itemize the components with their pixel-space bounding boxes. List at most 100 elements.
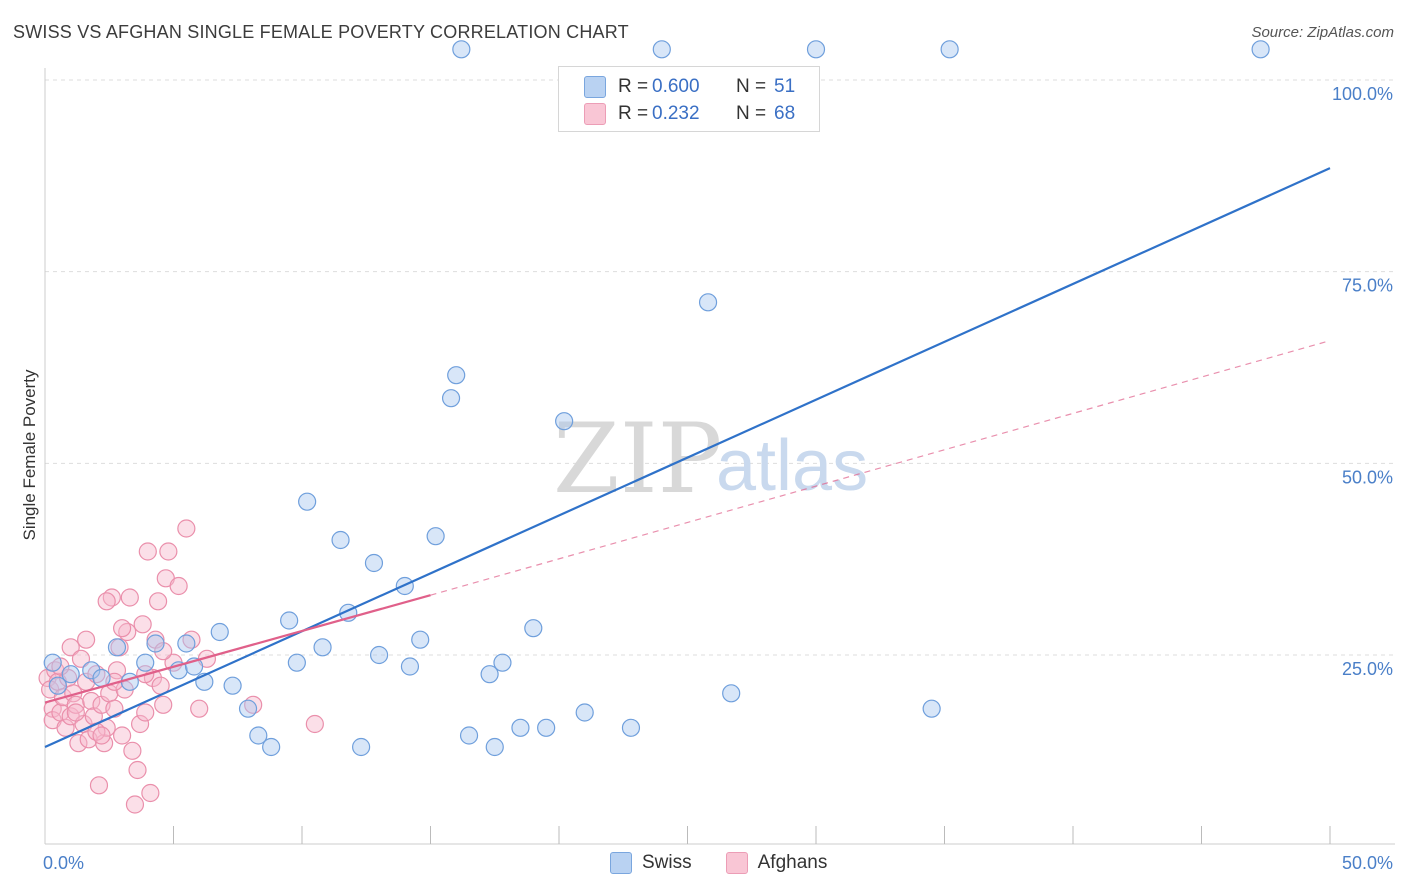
afghan-point	[148, 592, 168, 611]
swiss-point	[61, 665, 80, 684]
legend-n-label: N =	[736, 103, 767, 124]
swiss-point	[698, 293, 718, 312]
afghan-points	[38, 519, 324, 814]
correlation-legend: R = 0.600 N = 51 R = 0.232 N = 68	[558, 66, 820, 132]
afghan-point	[61, 638, 80, 657]
swiss-point	[331, 530, 350, 550]
swiss-point	[1251, 40, 1270, 59]
swiss-point	[48, 676, 67, 695]
swiss-point	[441, 389, 461, 408]
afghan-point	[154, 642, 173, 661]
swiss-points	[43, 40, 1270, 757]
trend-lines	[44, 167, 1331, 749]
afghan-point	[141, 783, 160, 803]
swiss-point	[480, 665, 499, 684]
swiss-point	[177, 634, 196, 653]
swiss-point	[722, 684, 741, 703]
afghan-point	[130, 714, 150, 734]
afghan-point	[69, 734, 88, 753]
swiss-point	[43, 653, 62, 672]
afghan-trend-line	[44, 594, 431, 704]
swiss-point	[364, 553, 384, 573]
afghan-trend-extension	[430, 340, 1331, 596]
legend-label-swiss: Swiss	[642, 852, 692, 873]
watermark-zip: ZIP	[553, 403, 722, 515]
afghan-point	[89, 776, 109, 795]
legend-r-label: R =	[618, 76, 649, 97]
afghan-point	[125, 795, 145, 814]
afghan-point	[190, 699, 209, 718]
afghan-point	[120, 588, 139, 607]
swiss-point	[298, 492, 317, 511]
afghan-swatch	[584, 103, 606, 125]
afghan-point	[128, 760, 147, 780]
y-tick-label: 25.0%	[1342, 659, 1393, 679]
afghan-point	[97, 592, 116, 611]
gridlines	[45, 79, 1395, 656]
afghan-point	[112, 619, 132, 638]
swiss-point	[493, 653, 512, 672]
legend-r-label: R =	[618, 103, 649, 124]
afghan-point	[123, 741, 142, 760]
swiss-point	[238, 699, 258, 718]
swiss-point	[575, 703, 594, 722]
afghan-point	[305, 714, 324, 734]
swiss-point	[459, 726, 479, 745]
afghan-point	[154, 695, 173, 714]
afghan-point	[66, 695, 85, 714]
legend-n-value: 51	[774, 76, 796, 97]
swiss-swatch	[610, 852, 632, 874]
legend-n-label: N =	[736, 76, 767, 97]
swiss-point	[922, 699, 941, 718]
afghan-point	[77, 630, 96, 649]
swiss-point	[223, 676, 242, 695]
swiss-point	[82, 661, 101, 680]
swiss-point	[511, 718, 530, 737]
series-legend: Swiss Afghans	[610, 852, 861, 874]
legend-label-afghans: Afghans	[757, 852, 828, 873]
swiss-point	[210, 622, 229, 642]
afghan-point	[92, 726, 111, 745]
legend-item-afghans[interactable]: Afghans	[725, 852, 828, 874]
afghan-point	[112, 726, 132, 745]
swiss-point	[107, 638, 127, 657]
swiss-point	[524, 619, 543, 638]
legend-item-swiss[interactable]: Swiss	[610, 852, 692, 874]
legend-n-value: 68	[774, 103, 796, 124]
afghan-point	[66, 703, 85, 722]
afghan-point	[177, 519, 196, 538]
legend-r-value: 0.600	[652, 76, 700, 97]
swiss-point	[136, 653, 155, 672]
swiss-point	[485, 737, 504, 757]
swiss-point	[287, 653, 306, 672]
swiss-point	[537, 718, 556, 737]
afghan-point	[133, 615, 152, 634]
legend-r-value: 0.232	[652, 103, 700, 124]
swiss-point	[806, 40, 826, 59]
swiss-point	[940, 40, 959, 59]
afghan-point	[71, 649, 91, 668]
swiss-point	[555, 412, 574, 431]
afghan-swatch	[725, 852, 748, 874]
swiss-point	[313, 638, 332, 657]
legend-row-swiss: R = 0.600 N = 51	[584, 74, 795, 100]
afghan-point	[56, 718, 75, 737]
swiss-point	[262, 737, 281, 757]
legend-row-afghans: R = 0.232 N = 68	[584, 101, 795, 127]
afghan-point	[82, 691, 101, 711]
afghan-point	[136, 703, 155, 722]
y-tick-label: 75.0%	[1342, 276, 1393, 296]
x-tick-label: 50.0%	[1342, 853, 1393, 873]
afghan-point	[107, 661, 127, 680]
swiss-point	[452, 40, 471, 59]
swiss-point	[92, 668, 111, 688]
x-tick-label: 0.0%	[43, 853, 84, 873]
axes	[44, 68, 1395, 845]
swiss-point	[280, 611, 299, 630]
swiss-point	[426, 527, 445, 546]
watermark-atlas: atlas	[716, 426, 868, 506]
afghan-point	[159, 542, 178, 561]
swiss-point	[146, 634, 165, 653]
swiss-point	[621, 718, 641, 737]
